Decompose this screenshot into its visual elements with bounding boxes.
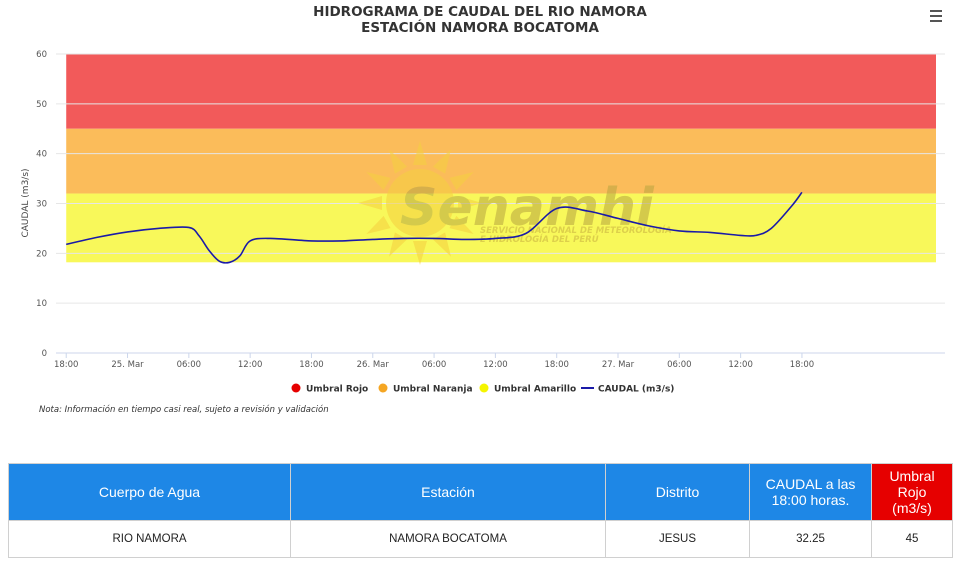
sun-ray	[366, 172, 391, 191]
sun-ray	[458, 196, 482, 210]
x-tick-label: 18:00	[544, 360, 569, 370]
header-umbral-rojo: Umbral Rojo (m3/s)	[871, 463, 953, 521]
legend-label: Umbral Amarillo	[494, 385, 576, 395]
cell-distrito: JESUS	[605, 520, 750, 558]
x-tick-label: 25. Mar	[111, 360, 144, 370]
header-estacion: Estación	[290, 463, 606, 521]
threshold-band-umbral-rojo	[66, 54, 937, 129]
y-tick-label: 60	[36, 50, 47, 60]
legend-label: CAUDAL (m3/s)	[598, 385, 674, 395]
y-tick-label: 10	[36, 299, 47, 309]
x-tick-label: 06:00	[422, 360, 447, 370]
sun-ray	[413, 141, 427, 165]
legend-item[interactable]: CAUDAL (m3/s)	[581, 385, 674, 395]
y-tick-label: 20	[36, 249, 47, 259]
x-tick-label: 18:00	[299, 360, 324, 370]
sun-ray	[358, 196, 382, 210]
legend-item[interactable]: Umbral Amarillo	[479, 383, 577, 395]
sun-ray	[449, 215, 474, 234]
x-tick-label: 26. Mar	[357, 360, 390, 370]
x-tick-label: 12:00	[483, 360, 508, 370]
sun-ray	[449, 172, 474, 191]
header-distrito: Distrito	[605, 463, 750, 521]
header-cuerpo-de-agua: Cuerpo de Agua	[8, 463, 291, 521]
legend-marker-icon	[378, 383, 388, 393]
legend-label: Umbral Naranja	[393, 385, 473, 395]
table-row: RIO NAMORA NAMORA BOCATOMA JESUS 32.25 4…	[8, 520, 953, 558]
caudal-series-line[interactable]	[66, 191, 803, 264]
table-header-row: Cuerpo de Agua Estación Distrito CAUDAL …	[8, 463, 953, 521]
y-tick-label: 0	[42, 349, 47, 359]
x-tick-label: 18:00	[54, 360, 79, 370]
hamburger-menu-icon[interactable]	[926, 8, 946, 24]
header-caudal: CAUDAL a las 18:00 horas.	[749, 463, 872, 521]
station-summary-table: Cuerpo de Agua Estación Distrito CAUDAL …	[8, 463, 953, 558]
legend-marker-icon	[291, 383, 301, 393]
chart-title: HIDROGRAMA DE CAUDAL DEL RIO NAMORA	[313, 4, 647, 20]
sun-ray	[413, 241, 427, 265]
legend-item[interactable]: Umbral Rojo	[291, 383, 369, 395]
sun-ray	[389, 149, 408, 174]
legend-marker-icon	[479, 383, 489, 393]
cell-umbral-rojo: 45	[871, 520, 953, 558]
legend-label: Umbral Rojo	[306, 385, 368, 395]
x-tick-label: 12:00	[238, 360, 263, 370]
x-tick-label: 12:00	[728, 360, 753, 370]
watermark-name: Senamhi	[400, 178, 655, 238]
y-axis-label: CAUDAL (m3/s)	[21, 168, 31, 237]
x-tick-label: 27. Mar	[602, 360, 635, 370]
y-tick-label: 50	[36, 100, 47, 110]
sun-ray	[366, 215, 391, 234]
chart-legend: Umbral Rojo Umbral Naranja Umbral Amarillo…	[291, 383, 674, 395]
hydrograph-chart: Senamhi SERVICIO NACIONAL DE METEOROLOGÍ…	[21, 50, 945, 395]
x-tick-label: 18:00	[790, 360, 815, 370]
chart-note: Nota: Información en tiempo casi real, s…	[39, 405, 329, 415]
sun-ray	[432, 149, 451, 174]
cell-cuerpo-de-agua: RIO NAMORA	[8, 520, 291, 558]
cell-caudal: 32.25	[749, 520, 872, 558]
y-tick-label: 40	[36, 150, 47, 160]
threshold-band-umbral-naranja	[66, 128, 937, 194]
legend-item[interactable]: Umbral Naranja	[378, 383, 473, 395]
x-tick-label: 06:00	[667, 360, 692, 370]
threshold-band-umbral-amarillo	[66, 193, 937, 263]
y-tick-label: 30	[36, 200, 47, 210]
x-tick-label: 06:00	[177, 360, 202, 370]
watermark-tagline-2: E HIDROLOGÍA DEL PERÚ	[480, 233, 599, 245]
chart-subtitle: ESTACIÓN NAMORA BOCATOMA	[361, 20, 599, 36]
cell-estacion: NAMORA BOCATOMA	[290, 520, 606, 558]
